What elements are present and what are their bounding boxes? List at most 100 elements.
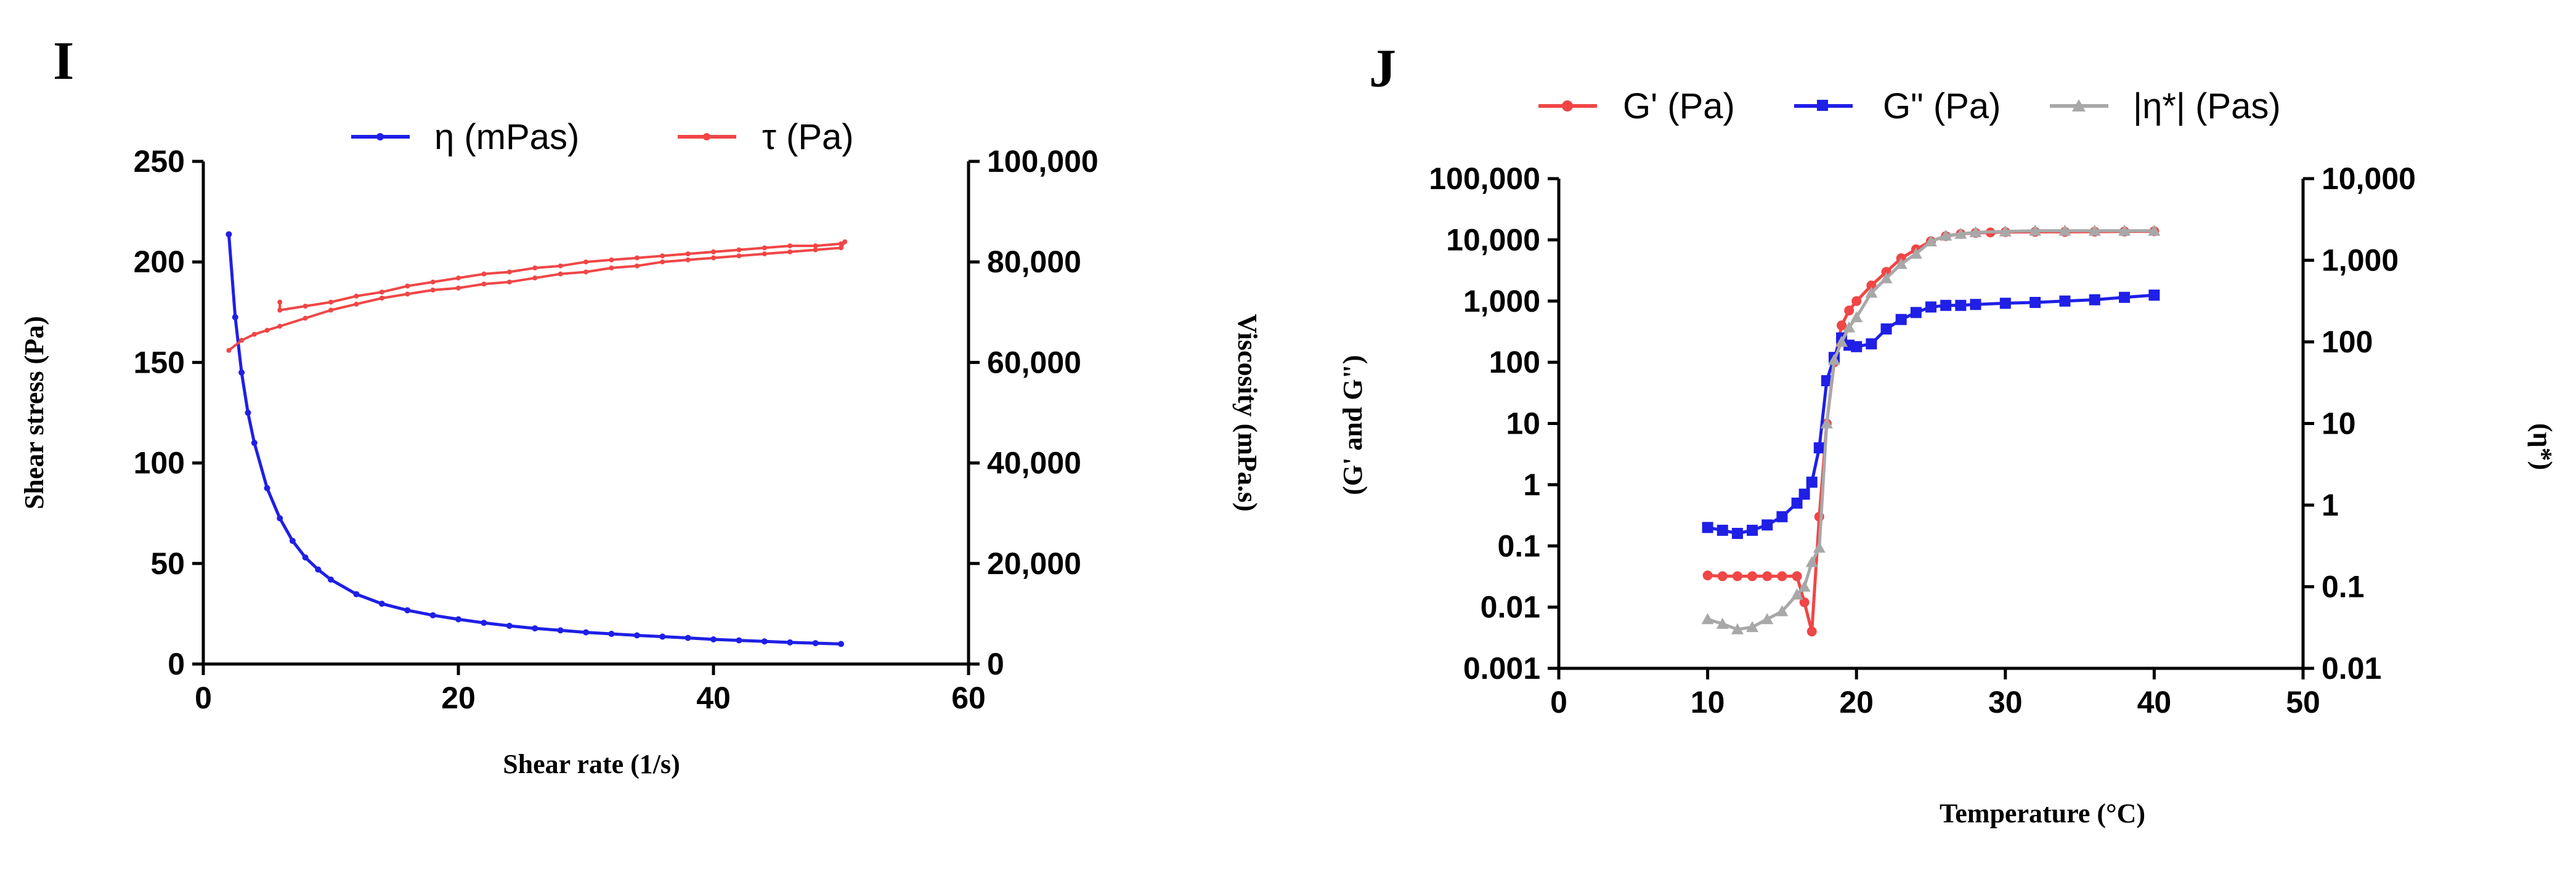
tau-series-point bbox=[354, 301, 359, 307]
tau-series-point bbox=[303, 304, 308, 309]
eta-star-series-line bbox=[1707, 229, 2155, 631]
y-tick-label-left: 0.1 bbox=[1497, 529, 1540, 563]
g2-series-point bbox=[1776, 511, 1788, 522]
eta-star-series-point bbox=[1776, 605, 1789, 617]
y-tick-label-left: 100 bbox=[1489, 345, 1540, 379]
tau-series-point bbox=[787, 243, 793, 249]
g1-series-point bbox=[1777, 571, 1787, 581]
y-tick-label-left: 1,000 bbox=[1463, 284, 1540, 318]
g2-series-point bbox=[1702, 522, 1713, 533]
g1-series-line bbox=[1707, 230, 2155, 633]
eta-series-point bbox=[277, 515, 283, 522]
y-tick-label-right: 40,000 bbox=[987, 446, 1081, 480]
g2-series-point bbox=[1761, 519, 1773, 531]
axes-i: 0 20 40 60050100150200250020,00040,00060,00… bbox=[134, 144, 1099, 715]
eta-star-series-point bbox=[2058, 224, 2071, 236]
tau-series-point bbox=[456, 275, 461, 281]
eta-star-series-point bbox=[2148, 224, 2161, 236]
y-tick-label-left: 250 bbox=[134, 144, 185, 179]
y-tick-label-right: 1,000 bbox=[2322, 243, 2399, 278]
tau-series-point bbox=[430, 287, 436, 293]
legend-eta-star-label: |η*| (Pas) bbox=[2133, 86, 2281, 126]
g1-series-point bbox=[1806, 626, 1817, 637]
eta-star-series-point bbox=[1746, 621, 1759, 633]
eta-star-series-point bbox=[1850, 311, 1863, 323]
y-tick-label-left: 0 bbox=[168, 647, 185, 681]
eta-series-point bbox=[557, 627, 564, 634]
g2-series-point bbox=[1970, 299, 1981, 310]
tau-series-point bbox=[456, 285, 461, 291]
tau-series-point bbox=[277, 323, 283, 329]
tau-series-point bbox=[660, 259, 665, 265]
tau-series-point bbox=[609, 257, 614, 262]
eta-star-series-point bbox=[1798, 580, 1811, 592]
g2-series-point bbox=[2030, 296, 2041, 308]
g2-series-point bbox=[1999, 298, 2011, 309]
tau-series-point bbox=[558, 271, 563, 277]
tau-series-point bbox=[277, 307, 283, 313]
tau-series-point bbox=[583, 269, 588, 275]
tau-series-point bbox=[328, 307, 333, 313]
panel-i: I η (mPas) τ (Pa) 0 20 40 60050100150200250… bbox=[19, 31, 1262, 779]
eta-series-point bbox=[378, 601, 385, 607]
eta-series-point bbox=[761, 638, 768, 645]
tau-series-point bbox=[251, 331, 257, 337]
tau-series-point bbox=[532, 275, 538, 281]
tau-series-point bbox=[264, 328, 270, 333]
eta-series-point bbox=[238, 369, 245, 376]
tau-series-point bbox=[736, 253, 742, 259]
g1-series-point bbox=[1717, 571, 1728, 581]
tau-series-point bbox=[379, 290, 384, 295]
y-tick-label-left: 100,000 bbox=[1429, 161, 1540, 196]
g2-series-point bbox=[2059, 295, 2071, 307]
tau-series-point bbox=[303, 315, 308, 321]
x-tick-label: 0 bbox=[1550, 685, 1567, 719]
legend-eta-label: η (mPas) bbox=[434, 117, 579, 157]
eta-series-point bbox=[245, 410, 251, 416]
legend-j: G' (Pa) G" (Pa) |η*| (Pas) bbox=[1538, 86, 2281, 126]
g1-series-point bbox=[1747, 571, 1758, 581]
g2-series-point bbox=[1747, 524, 1758, 536]
plot-area-i bbox=[226, 231, 848, 647]
eta-series-point bbox=[506, 622, 513, 629]
x-tick-label: 40 bbox=[2137, 685, 2172, 719]
tau-series-point bbox=[481, 282, 487, 287]
g2-series-line bbox=[1707, 293, 2155, 535]
y-tick-label-right: 0.01 bbox=[2322, 651, 2381, 686]
g1-series-point bbox=[1792, 571, 1802, 581]
legend-g2-label: G" (Pa) bbox=[1883, 86, 2001, 126]
eta-series-point bbox=[481, 620, 487, 626]
y-tick-label-right: 10,000 bbox=[2322, 161, 2416, 196]
eta-star-series-point bbox=[1865, 286, 1878, 298]
eta-series-point bbox=[251, 439, 258, 446]
eta-series-line bbox=[227, 234, 842, 646]
x-tick-label: 0 bbox=[195, 681, 212, 715]
eta-series-point bbox=[633, 632, 640, 639]
eta-star-series-point bbox=[1999, 225, 2012, 237]
legend-i: η (mPas) τ (Pa) bbox=[351, 117, 854, 157]
tau-series-point bbox=[685, 257, 691, 262]
eta-series-point bbox=[583, 629, 589, 636]
g1-series-point bbox=[1837, 320, 1847, 331]
plot-area-j bbox=[1701, 224, 2161, 637]
panel-j: J G' (Pa) G" (Pa) |η*| (Pas) 0 10 20 30 40 50… bbox=[1338, 39, 2558, 828]
tau-series-point bbox=[239, 338, 245, 343]
tau-series-point bbox=[839, 245, 843, 251]
eta-series-point bbox=[838, 641, 844, 647]
g2-series-point bbox=[1925, 301, 1936, 313]
eta-series-point bbox=[289, 538, 296, 545]
tau-series-point bbox=[842, 239, 848, 245]
eta-series-point bbox=[532, 625, 538, 632]
x-tick-label: 20 bbox=[441, 681, 476, 715]
x-axis-label-j: Temperature (°C) bbox=[1940, 798, 2145, 828]
g1-series-point bbox=[1851, 296, 1862, 306]
legend-eta-marker bbox=[376, 133, 384, 140]
eta-star-series-point bbox=[1895, 257, 1908, 269]
y-tick-label-right: 0 bbox=[987, 647, 1004, 681]
eta-series-point bbox=[353, 591, 360, 598]
g2-series-point bbox=[1880, 323, 1892, 335]
tau-series-point bbox=[660, 253, 665, 259]
eta-series-point bbox=[812, 640, 819, 647]
legend-tau-label: τ (Pa) bbox=[762, 117, 854, 157]
